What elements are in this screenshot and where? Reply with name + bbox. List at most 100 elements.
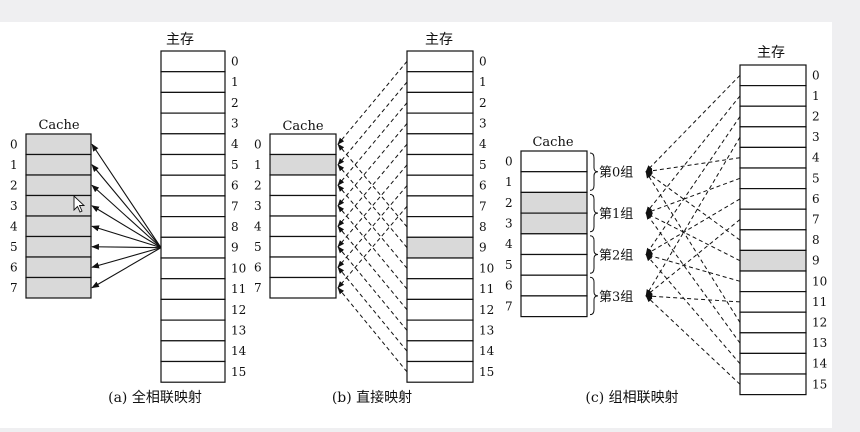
panel-b-caption: (b) 直接映射 <box>332 389 412 406</box>
panel-a-cache-line <box>25 174 92 197</box>
panel-a-memory-block <box>160 236 226 259</box>
panel-c-mapping-arrow <box>645 253 741 365</box>
group-label: 第3组 <box>599 290 633 305</box>
group-brace <box>589 152 599 191</box>
panel-a-memory-index: 1 <box>231 75 239 89</box>
panel-c-cache-line <box>520 274 588 297</box>
panel-c-mapping-arrow <box>645 157 741 174</box>
panel-b-cache-index: 2 <box>254 178 262 192</box>
panel-a-caption: (a) 全相联映射 <box>108 389 202 406</box>
mouse-cursor-icon <box>73 194 86 213</box>
panel-a-cache-title: Cache <box>38 118 79 133</box>
panel-b-memory-block <box>406 216 474 238</box>
panel-b-memory-index: 7 <box>479 199 487 213</box>
panel-b-mapping-arrow <box>337 205 408 289</box>
panel-c-memory-block <box>739 229 807 252</box>
panel-a-cache-index: 5 <box>10 240 18 254</box>
panel-c-cache-line <box>520 295 588 318</box>
panel-b-memory-block <box>406 195 474 218</box>
panel-c-memory-index: 1 <box>812 89 820 103</box>
panel-a-memory-block <box>160 91 226 114</box>
panel-b-memory-block <box>406 236 474 259</box>
panel-c-memory-index: 2 <box>812 110 820 124</box>
panel-a-memory-index: 13 <box>231 323 246 337</box>
panel-c-memory-block <box>739 373 807 396</box>
panel-b-memory-title: 主存 <box>425 32 453 48</box>
panel-a-mapping-arrow <box>91 247 162 289</box>
panel-b-memory-index: 11 <box>479 282 494 296</box>
panel-b-memory-block <box>406 133 474 156</box>
panel-c-memory-title: 主存 <box>757 45 785 61</box>
panel-c-cache-index: 0 <box>505 154 513 168</box>
panel-b-cache-title: Cache <box>282 119 323 134</box>
panel-b-memory-index: 0 <box>479 54 487 68</box>
panel-c-mapping-arrow <box>645 171 741 241</box>
panel-c-cache-line <box>520 233 588 256</box>
panel-c-memory-index: 10 <box>812 274 827 288</box>
panel-a-cache-index: 2 <box>10 178 18 192</box>
panel-c-mapping-arrow <box>645 171 741 323</box>
panel-c-memory-index: 5 <box>812 171 820 185</box>
panel-c-memory-index: 11 <box>812 295 827 309</box>
panel-b-memory-block <box>406 360 474 383</box>
panel-a-cache-line <box>25 276 92 299</box>
panel-c-cache-line <box>520 150 588 173</box>
panel-c-cache-index: 6 <box>505 279 513 293</box>
panel-b-mapping-arrow <box>337 143 408 227</box>
panel-b-mapping-arrow <box>337 123 408 207</box>
panel-c-mapping-arrow <box>645 212 741 262</box>
panel-a-memory-block <box>160 112 226 135</box>
panel-c-cache-index: 3 <box>505 216 513 230</box>
panel-c-cache-index: 7 <box>505 299 513 313</box>
panel-a-mapping-arrow <box>91 143 162 248</box>
panel-a-memory-block <box>160 153 226 176</box>
group-brace <box>589 276 599 316</box>
panel-b-cache-line <box>269 235 337 258</box>
panel-b-memory-index: 6 <box>479 179 487 193</box>
panel-a-mapping-arrow <box>91 164 162 249</box>
panel-b-mapping-arrow <box>337 81 408 166</box>
panel-a-memory-title: 主存 <box>166 32 194 48</box>
panel-c-cache-line <box>520 253 588 276</box>
panel-c-memory-index: 0 <box>812 68 820 82</box>
panel-a-cache-index: 0 <box>10 137 18 151</box>
panel-b-cache-index: 1 <box>254 158 262 172</box>
panel-a-memory-index: 12 <box>231 303 246 317</box>
panel-c-mapping-arrow <box>645 177 741 214</box>
panel-b-memory-block <box>406 50 474 73</box>
panel-b-cache-line <box>269 133 337 156</box>
panel-a-memory-block <box>160 195 226 218</box>
panel-b-memory-index: 10 <box>479 261 494 275</box>
panel-c-memory-index: 6 <box>812 192 820 206</box>
panel-a-memory-block <box>160 174 226 197</box>
panel-a-memory-block <box>160 360 226 383</box>
panel-b-mapping-arrow <box>337 164 408 248</box>
panel-b-memory-index: 4 <box>479 137 487 151</box>
panel-c-memory-block <box>739 311 807 334</box>
panel-b-cache-index: 4 <box>254 219 262 233</box>
panel-c-memory-index: 14 <box>812 357 828 371</box>
panel-a-memory-block <box>160 216 226 238</box>
block-labels: 0123456789101112131415012345670123456789… <box>10 54 828 391</box>
panel-a-cache-index: 6 <box>10 260 18 274</box>
panel-c-memory-block <box>739 146 807 169</box>
panel-a-cache-line <box>25 133 92 156</box>
panel-c-memory-block <box>739 84 807 107</box>
panel-a-memory-block <box>160 340 226 363</box>
panel-b-memory-index: 13 <box>479 323 494 337</box>
panel-a-cache-index: 4 <box>10 219 18 233</box>
panel-a-mapping-arrow <box>91 247 162 269</box>
panel-c-memory-index: 8 <box>812 233 820 247</box>
panel-a-memory-index: 15 <box>231 365 246 379</box>
panel-b-mapping-arrow <box>337 61 408 145</box>
panel-b-memory-index: 8 <box>479 220 487 234</box>
panel-c-cache-index: 5 <box>505 258 513 272</box>
panel-c-memory-index: 9 <box>812 254 820 268</box>
panel-b-cache-index: 7 <box>254 281 262 295</box>
panel-a-cache-index: 3 <box>10 199 18 213</box>
panel-a-memory-index: 11 <box>231 282 246 296</box>
panel-a-mapping-arrow <box>91 205 162 249</box>
panel-b-cache-line <box>269 194 337 217</box>
